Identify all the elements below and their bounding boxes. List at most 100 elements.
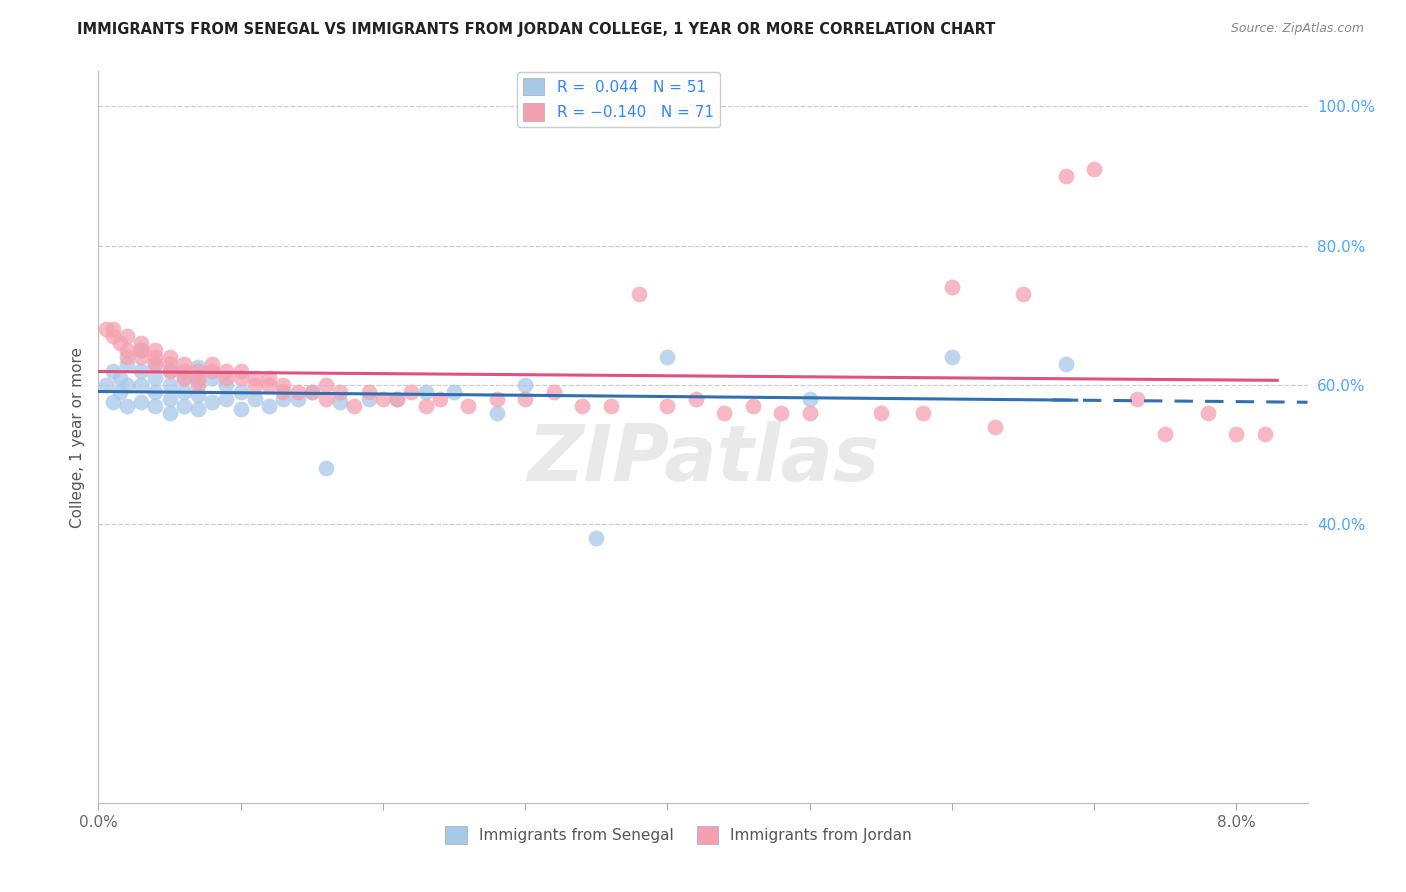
Point <box>159 392 181 406</box>
Point <box>187 364 209 378</box>
Point <box>129 395 152 409</box>
Point <box>869 406 891 420</box>
Point <box>243 377 266 392</box>
Point <box>443 384 465 399</box>
Point <box>129 364 152 378</box>
Point <box>173 384 195 399</box>
Point <box>101 364 124 378</box>
Point <box>1126 392 1149 406</box>
Point <box>159 364 181 378</box>
Point <box>315 392 337 406</box>
Point <box>115 377 138 392</box>
Point <box>229 384 252 399</box>
Point <box>273 384 295 399</box>
Point <box>94 322 117 336</box>
Point <box>101 322 124 336</box>
Point <box>143 350 166 364</box>
Legend: Immigrants from Senegal, Immigrants from Jordan: Immigrants from Senegal, Immigrants from… <box>440 820 918 850</box>
Point <box>315 377 337 392</box>
Point <box>215 392 238 406</box>
Text: ZIPatlas: ZIPatlas <box>527 421 879 497</box>
Point <box>585 531 607 545</box>
Point <box>201 395 224 409</box>
Point <box>485 406 508 420</box>
Point <box>401 384 423 399</box>
Point <box>543 384 565 399</box>
Point <box>143 399 166 413</box>
Text: Source: ZipAtlas.com: Source: ZipAtlas.com <box>1230 22 1364 36</box>
Point <box>201 364 224 378</box>
Point <box>941 280 963 294</box>
Point <box>301 384 323 399</box>
Point <box>129 343 152 357</box>
Point <box>215 371 238 385</box>
Point <box>173 371 195 385</box>
Point <box>243 392 266 406</box>
Point <box>657 399 679 413</box>
Point <box>108 371 131 385</box>
Point <box>515 377 537 392</box>
Point <box>273 392 295 406</box>
Point <box>187 360 209 375</box>
Point <box>627 287 650 301</box>
Point <box>187 402 209 417</box>
Point <box>941 350 963 364</box>
Point <box>287 384 309 399</box>
Point <box>215 377 238 392</box>
Point <box>571 399 593 413</box>
Point <box>143 371 166 385</box>
Point <box>215 364 238 378</box>
Point <box>115 329 138 343</box>
Point <box>173 371 195 385</box>
Point <box>257 371 280 385</box>
Point <box>201 371 224 385</box>
Point <box>187 388 209 402</box>
Point <box>343 399 366 413</box>
Point <box>101 329 124 343</box>
Point <box>108 384 131 399</box>
Point <box>1054 357 1077 371</box>
Point <box>229 371 252 385</box>
Point <box>129 350 152 364</box>
Point <box>187 375 209 389</box>
Point <box>415 399 437 413</box>
Point <box>371 392 394 406</box>
Y-axis label: College, 1 year or more: College, 1 year or more <box>69 347 84 527</box>
Point <box>229 402 252 417</box>
Point <box>173 364 195 378</box>
Point <box>173 399 195 413</box>
Point <box>983 419 1005 434</box>
Point <box>115 399 138 413</box>
Point <box>273 377 295 392</box>
Point <box>1225 426 1247 441</box>
Point <box>187 377 209 392</box>
Point <box>770 406 793 420</box>
Point <box>713 406 735 420</box>
Point <box>357 384 380 399</box>
Point <box>1197 406 1219 420</box>
Point <box>201 357 224 371</box>
Point <box>243 371 266 385</box>
Point <box>159 364 181 378</box>
Point <box>1083 161 1105 176</box>
Point <box>415 384 437 399</box>
Point <box>143 384 166 399</box>
Point <box>1012 287 1035 301</box>
Point <box>173 357 195 371</box>
Point <box>429 392 451 406</box>
Point <box>257 377 280 392</box>
Point <box>129 336 152 351</box>
Point <box>257 399 280 413</box>
Text: IMMIGRANTS FROM SENEGAL VS IMMIGRANTS FROM JORDAN COLLEGE, 1 YEAR OR MORE CORREL: IMMIGRANTS FROM SENEGAL VS IMMIGRANTS FR… <box>77 22 995 37</box>
Point <box>143 357 166 371</box>
Point <box>187 371 209 385</box>
Point <box>357 392 380 406</box>
Point <box>143 343 166 357</box>
Point <box>385 392 408 406</box>
Point <box>108 336 131 351</box>
Point <box>1154 426 1177 441</box>
Point <box>159 377 181 392</box>
Point <box>101 395 124 409</box>
Point <box>329 395 352 409</box>
Point <box>599 399 621 413</box>
